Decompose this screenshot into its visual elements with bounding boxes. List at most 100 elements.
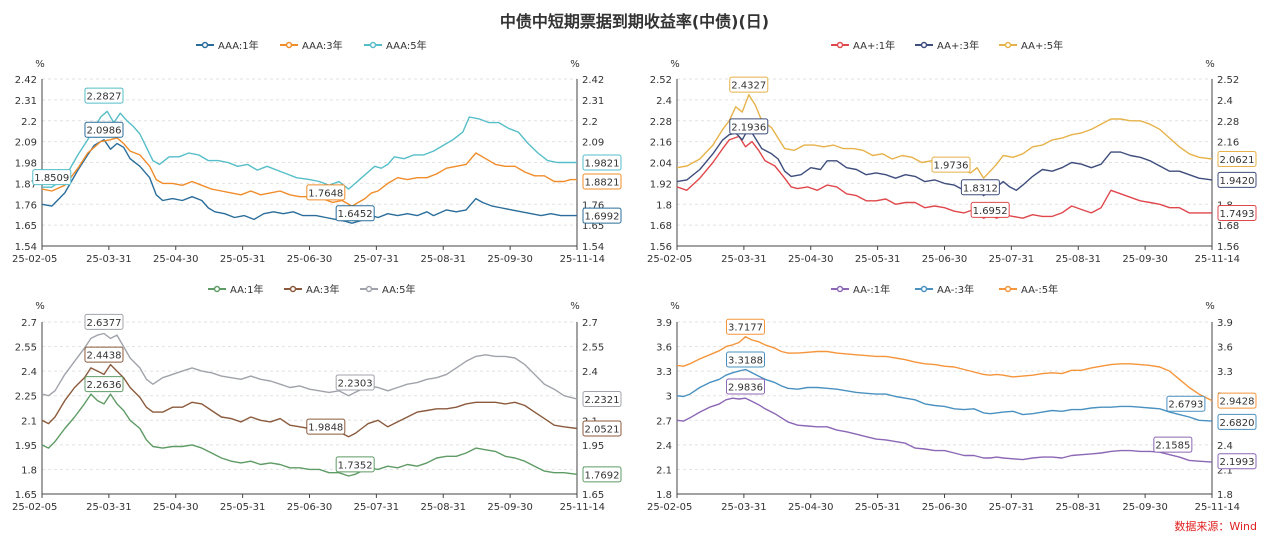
- data-label-box: [335, 456, 375, 473]
- y-tick-label-right: 1.56: [1217, 242, 1239, 253]
- data-label-text: 1.6992: [585, 212, 620, 223]
- data-label: 3.3188: [726, 351, 766, 368]
- legend-item[interactable]: AA+:5年: [999, 39, 1063, 52]
- y-tick-label-left: 2.28: [650, 117, 672, 128]
- x-tick-label: 25-06-30: [287, 502, 332, 513]
- y-tick-label-left: 1.65: [15, 221, 37, 232]
- data-label-text: 1.7352: [338, 460, 373, 471]
- legend-item[interactable]: AA:3年: [284, 283, 340, 296]
- legend-item[interactable]: AA:5年: [360, 283, 416, 296]
- data-label: 2.2827: [84, 87, 124, 104]
- y-tick-label-left: 1.8: [656, 200, 672, 211]
- x-tick-label: 25-05-31: [855, 254, 900, 265]
- x-tick-label: 25-09-30: [1122, 254, 1167, 265]
- legend-item[interactable]: AAA:5年: [364, 39, 427, 52]
- data-label-box: [306, 418, 346, 435]
- data-label-text: 2.0986: [86, 126, 121, 137]
- x-tick-label: 25-08-31: [421, 502, 466, 513]
- y-tick-label-right: 1.68: [1217, 221, 1239, 232]
- y-tick-label-left: 2.2: [21, 117, 37, 128]
- data-label-box: [582, 390, 622, 407]
- legend-label: AA-:5年: [1021, 283, 1058, 296]
- data-label: 2.6820: [1217, 413, 1257, 430]
- data-label-text: 2.2636: [86, 380, 121, 391]
- data-label-box: [32, 169, 72, 186]
- legend-marker: [1004, 285, 1012, 293]
- data-label-box: [1217, 151, 1257, 168]
- x-tick-label: 25-11-14: [1195, 254, 1240, 265]
- y-tick-label-right: 3.6: [1217, 343, 1233, 354]
- data-label-text: 2.0621: [1220, 155, 1255, 166]
- x-tick-label: 25-02-05: [647, 502, 692, 513]
- data-label-box: [84, 346, 124, 363]
- data-label: 2.6377: [84, 313, 124, 330]
- unit-label-left: %: [670, 301, 680, 312]
- y-tick-label-left: 1.92: [650, 179, 672, 190]
- y-tick-label-right: 3.3: [1217, 367, 1233, 378]
- y-tick-label-right: 2.31: [582, 96, 604, 107]
- chart-aa: 1.651.651.81.81.951.952.12.12.252.252.42…: [12, 283, 622, 513]
- data-label-text: 2.6377: [86, 318, 121, 329]
- y-tick-label-right: 2.52: [1217, 75, 1239, 86]
- y-tick-label-left: 1.8: [656, 490, 672, 501]
- x-tick-label: 25-08-31: [1056, 502, 1101, 513]
- y-tick-label-right: 2.28: [1217, 117, 1239, 128]
- data-label-text: 2.1585: [1155, 441, 1190, 452]
- legend-item[interactable]: AA+:1年: [831, 39, 895, 52]
- legend-label: AA:1年: [230, 283, 264, 296]
- data-label-box: [582, 154, 622, 171]
- data-label: 1.8509: [32, 169, 72, 186]
- data-label-text: 2.2321: [585, 395, 620, 406]
- legend-marker: [201, 41, 209, 49]
- data-label-text: 2.1936: [731, 122, 766, 133]
- x-tick-label: 25-03-31: [721, 254, 766, 265]
- legend-item[interactable]: AA-:1年: [831, 283, 890, 296]
- legend-marker: [369, 41, 377, 49]
- y-tick-label-right: 2.4: [1217, 96, 1233, 107]
- x-tick-label: 25-04-30: [153, 254, 198, 265]
- y-tick-label-left: 2.42: [15, 75, 37, 86]
- data-label-box: [84, 121, 124, 138]
- y-tick-label-right: 2.09: [582, 138, 604, 149]
- data-label-text: 2.6793: [1168, 400, 1203, 411]
- x-tick-label: 25-08-31: [1056, 254, 1101, 265]
- legend-item[interactable]: AA-:5年: [999, 283, 1058, 296]
- legend-item[interactable]: AA:1年: [208, 283, 264, 296]
- y-tick-label-left: 2.4: [656, 441, 672, 452]
- data-label-box: [335, 205, 375, 222]
- data-label-box: [1217, 171, 1257, 188]
- data-label: 2.4327: [729, 76, 769, 93]
- x-tick-label: 25-06-30: [922, 254, 967, 265]
- data-label: 1.7648: [306, 184, 346, 201]
- data-label-box: [306, 184, 346, 201]
- data-label-text: 1.8509: [34, 173, 69, 184]
- y-tick-label-left: 2.7: [21, 318, 37, 329]
- legend-item[interactable]: AAA:1年: [196, 39, 259, 52]
- y-tick-label-left: 1.8: [21, 465, 37, 476]
- y-tick-label-right: 2.1: [1217, 465, 1233, 476]
- data-label-text: 1.8821: [585, 177, 620, 188]
- data-label-text: 2.9428: [1220, 397, 1255, 408]
- legend-item[interactable]: AAA:3年: [280, 39, 343, 52]
- legend-item[interactable]: AA-:3年: [915, 283, 974, 296]
- data-label: 2.1936: [729, 118, 769, 135]
- legend-marker: [289, 285, 297, 293]
- series-line: [676, 135, 1212, 219]
- x-tick-label: 25-09-30: [1122, 502, 1167, 513]
- x-tick-label: 25-07-31: [989, 254, 1034, 265]
- data-label: 2.0986: [84, 121, 124, 138]
- unit-label-right: %: [1205, 59, 1215, 70]
- y-tick-label-left: 2.04: [650, 159, 672, 170]
- x-tick-label: 25-04-30: [788, 502, 833, 513]
- y-tick-label-right: 2.16: [1217, 138, 1239, 149]
- data-label-box: [335, 374, 375, 391]
- legend-item[interactable]: AA+:3年: [915, 39, 979, 52]
- x-tick-label: 25-04-30: [153, 502, 198, 513]
- data-label: 1.6452: [335, 205, 375, 222]
- data-label-text: 1.9420: [1220, 176, 1255, 187]
- data-label-box: [726, 318, 766, 335]
- y-tick-label-left: 3.9: [656, 318, 672, 329]
- y-tick-label-right: 2.4: [582, 367, 598, 378]
- data-label: 1.8821: [582, 173, 622, 190]
- data-label-text: 1.7648: [308, 188, 343, 199]
